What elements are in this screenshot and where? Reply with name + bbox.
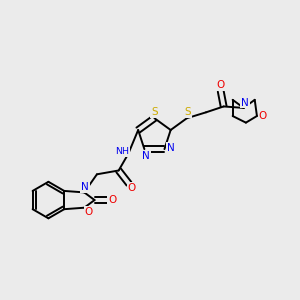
- Text: N: N: [81, 182, 89, 192]
- Text: O: O: [108, 195, 116, 205]
- Text: N: N: [241, 98, 249, 108]
- Text: N: N: [142, 151, 150, 160]
- Text: S: S: [151, 107, 158, 117]
- Text: NH: NH: [115, 147, 129, 156]
- Text: O: O: [259, 111, 267, 121]
- Text: O: O: [85, 207, 93, 217]
- Text: O: O: [217, 80, 225, 90]
- Text: N: N: [167, 142, 175, 153]
- Text: O: O: [128, 183, 136, 193]
- Text: S: S: [184, 107, 191, 117]
